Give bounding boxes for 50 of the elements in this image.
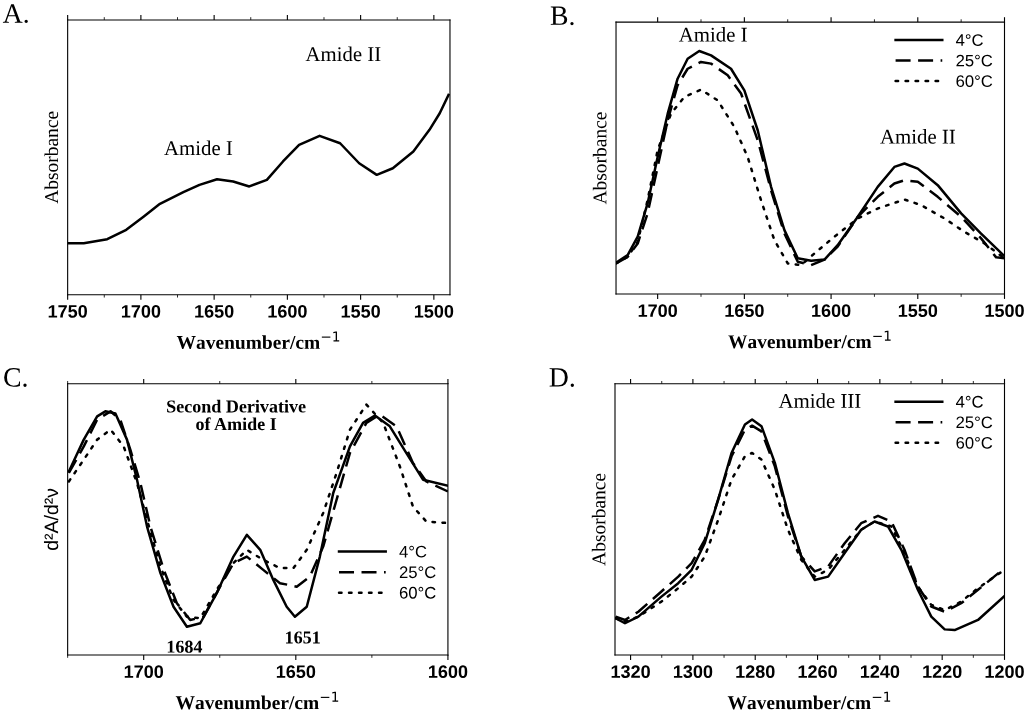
x-tick-label: 1500 [414, 304, 454, 318]
chart-title: B. [550, 6, 574, 26]
annotation: Second Derivative of Amide I [167, 399, 306, 431]
y-axis-title: Absorbance [591, 473, 606, 566]
annotation: 1684 [167, 640, 203, 653]
x-tick-label: 1650 [276, 665, 316, 679]
legend-label: 25°C [399, 566, 436, 579]
y-axis-title: d²A/d²ν [43, 488, 59, 550]
x-tick-label: 1260 [798, 665, 837, 679]
chart-title: A. [2, 4, 28, 24]
y-axis-title: Absorbance [44, 111, 59, 204]
x-tick-label: 1280 [736, 665, 775, 679]
x-tick-label: 1600 [428, 665, 468, 679]
x-tick-label: 1200 [985, 665, 1024, 679]
x-axis-title: Wavenumber/cm$^{−1}$ [727, 691, 891, 710]
legend-label: 4°C [955, 395, 983, 408]
x-axis-title: Wavenumber/cm$^{−1}$ [175, 691, 339, 710]
annotation: 1651 [286, 631, 320, 644]
x-tick-label: 1500 [985, 304, 1024, 318]
text: Amide I [678, 27, 747, 42]
legend-label: 25°C [956, 54, 993, 67]
legend-label: 60°C [399, 586, 436, 599]
x-tick-label: 1300 [673, 665, 713, 679]
x-tick-label: 1320 [611, 665, 650, 679]
x-tick-label: 1600 [268, 304, 307, 318]
x-tick-label: 1750 [48, 304, 87, 318]
x-tick-label: 1700 [121, 304, 161, 318]
x-tick-label: 1550 [898, 304, 938, 318]
x-tick-label: 1550 [341, 304, 380, 318]
x-axis-title: Wavenumber/cm$^{−1}$ [728, 330, 891, 349]
legend-label: 25°C [956, 416, 993, 429]
legend-label: 4°C [399, 545, 427, 558]
text: Amide II [305, 46, 381, 62]
x-tick-label: 1650 [725, 304, 764, 318]
x-axis-title: Wavenumber/cm$^{−1}$ [176, 331, 340, 350]
legend-label: 4°C [955, 34, 983, 46]
legend-label: 60°C [956, 75, 993, 88]
chart-title: D. [549, 368, 574, 387]
x-tick-label: 1600 [812, 304, 851, 318]
legend-label: 60°C [956, 436, 993, 449]
annotation: Amide I [164, 140, 233, 156]
x-tick-label: 1700 [638, 304, 677, 318]
x-tick-label: 1700 [124, 665, 164, 679]
annotation: Amide II [880, 129, 956, 144]
y-axis-title: Absorbance [592, 112, 607, 205]
text: Amide III [778, 393, 861, 408]
x-tick-label: 1650 [195, 304, 234, 318]
chart-title: C. [4, 368, 27, 387]
x-tick-label: 1220 [923, 665, 962, 679]
x-tick-label: 1240 [860, 665, 900, 679]
